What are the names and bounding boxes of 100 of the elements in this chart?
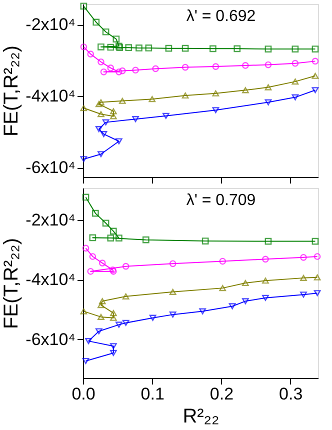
point [98, 314, 104, 320]
point [264, 99, 272, 106]
point [169, 312, 176, 318]
point [312, 46, 319, 52]
point [219, 285, 226, 292]
point [264, 84, 272, 90]
point [98, 99, 104, 106]
y-tick-label: -4x10⁴ [26, 86, 76, 106]
point [95, 101, 102, 108]
point [87, 50, 94, 58]
point [228, 303, 236, 310]
point [312, 238, 319, 245]
point [116, 68, 122, 76]
point [149, 314, 156, 321]
point [292, 60, 299, 67]
point [125, 44, 132, 52]
point [98, 58, 104, 66]
point [212, 63, 220, 70]
point [102, 28, 110, 36]
point [234, 45, 241, 52]
point [98, 260, 106, 266]
point [80, 308, 88, 314]
point [145, 44, 152, 52]
point [118, 67, 126, 74]
point [292, 46, 299, 52]
point [80, 156, 88, 162]
point [89, 253, 96, 260]
point [122, 262, 130, 270]
point [312, 87, 319, 94]
point [314, 274, 321, 280]
point [98, 151, 104, 158]
point [132, 66, 139, 74]
point [262, 278, 269, 284]
x-tick-label: 0.0 [72, 384, 96, 404]
point [219, 258, 226, 265]
point [262, 256, 269, 263]
point [148, 96, 156, 102]
point [136, 44, 142, 52]
point [102, 220, 110, 227]
point [142, 236, 150, 244]
point [98, 43, 104, 50]
y-tick-label: -6x10⁴ [26, 158, 76, 178]
point [87, 268, 94, 275]
point [314, 290, 321, 296]
point [122, 293, 130, 300]
y-axis-title: FE(T,R²₂₂) [0, 238, 23, 330]
point [182, 44, 189, 52]
point [212, 90, 220, 96]
point [110, 310, 117, 316]
point [82, 358, 90, 364]
point [92, 18, 100, 26]
point [110, 108, 117, 114]
x-tick-label: 0.1 [140, 384, 164, 404]
point [80, 104, 88, 112]
point [95, 126, 102, 132]
y-tick-label: -4x10⁴ [26, 270, 76, 290]
x-tick-label: 0.2 [210, 384, 234, 404]
point [242, 62, 249, 69]
point [92, 210, 99, 217]
point [242, 280, 249, 286]
point [116, 234, 122, 242]
y-tick-label: -2x10⁴ [26, 210, 76, 230]
point [98, 302, 104, 308]
point [122, 320, 130, 326]
point [262, 294, 269, 301]
point [85, 338, 92, 344]
y-tick-label: -2x10⁴ [26, 15, 76, 34]
point [98, 111, 104, 118]
point [264, 61, 272, 68]
point [210, 45, 216, 52]
point [89, 234, 96, 242]
point [242, 298, 249, 304]
x-tick-label: 0.3 [279, 384, 303, 404]
point [292, 94, 299, 100]
point [242, 87, 249, 94]
point [169, 260, 176, 268]
point [182, 64, 189, 71]
point [107, 64, 114, 72]
point [182, 92, 189, 99]
point [300, 254, 307, 261]
point [264, 46, 272, 52]
point [162, 112, 170, 119]
point [116, 138, 122, 144]
x-axis-title: R²₂₂ [182, 406, 220, 428]
point [202, 238, 209, 244]
point [292, 78, 299, 85]
y-tick-label: -6x10⁴ [26, 330, 76, 349]
annotation: λ' = 0.692 [186, 8, 256, 25]
point [264, 238, 272, 245]
point [100, 68, 108, 76]
point [152, 65, 159, 72]
point [110, 228, 117, 235]
point [165, 44, 172, 52]
point [95, 328, 102, 334]
point [116, 322, 122, 328]
point [110, 350, 117, 356]
point [169, 288, 176, 295]
point [300, 274, 307, 281]
point [80, 2, 88, 10]
point [110, 113, 117, 120]
